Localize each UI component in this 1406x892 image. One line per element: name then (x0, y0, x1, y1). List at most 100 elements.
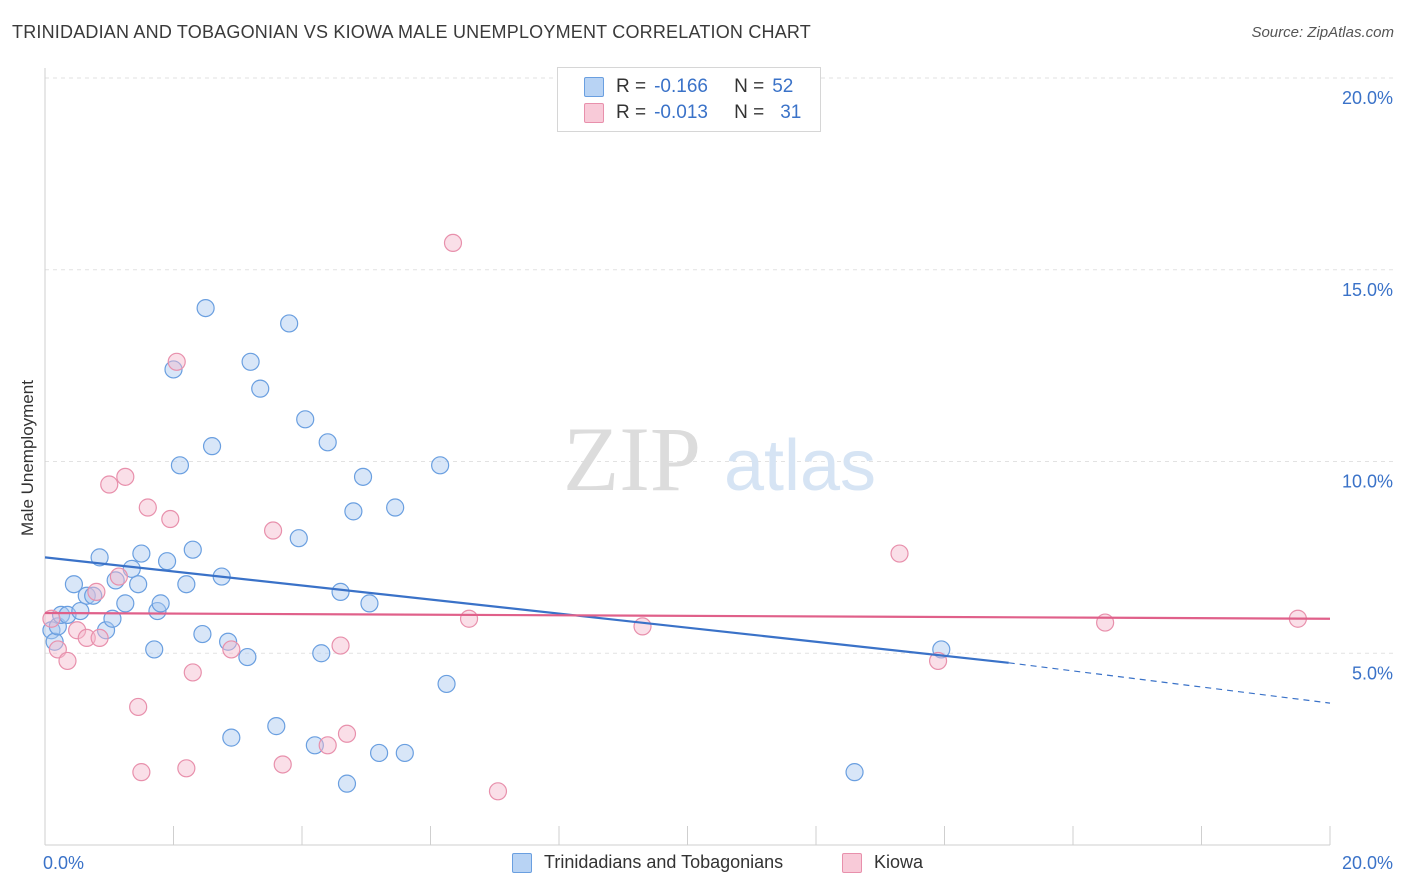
legend-r-label: R = (616, 102, 647, 123)
point-trinidadian (344, 502, 363, 521)
tick-labels: 5.0% 10.0% 15.0% 20.0% 0.0% 20.0% (43, 88, 1393, 873)
point-kiowa (129, 697, 148, 717)
legend-r-value: -0.013 (654, 102, 708, 123)
legend-n-label: N = (734, 76, 765, 97)
point-kiowa (273, 755, 292, 774)
point-trinidadian (193, 624, 212, 644)
point-trinidadian (170, 456, 190, 475)
point-trinidadian (267, 717, 286, 736)
y-tick-label: 10.0% (1342, 472, 1393, 492)
point-trinidadian (64, 575, 84, 594)
point-trinidadian (331, 582, 350, 601)
legend: R = -0.166 N = 52 R = -0.013 N = 31 (557, 67, 821, 132)
bottom-legend-swatch-blue (512, 852, 532, 873)
bottom-legend-series2: Kiowa (842, 852, 923, 873)
watermark-atlas: atlas (724, 426, 876, 506)
point-kiowa (109, 567, 128, 586)
point-kiowa (42, 609, 61, 628)
point-trinidadian (151, 594, 170, 613)
legend-n-label: N = (734, 102, 765, 123)
y-tick-label: 15.0% (1342, 280, 1393, 300)
legend-swatch-pink (584, 103, 604, 123)
point-kiowa (633, 617, 652, 636)
point-trinidadian (103, 609, 122, 628)
point-kiowa (68, 621, 87, 640)
chart-title: TRINIDADIAN AND TOBAGONIAN VS KIOWA MALE… (12, 22, 812, 42)
trend-lines (44, 556, 1331, 704)
source-label: Source: ZipAtlas.com (1251, 24, 1394, 41)
point-trinidadian (157, 552, 177, 571)
y-tick-label: 5.0% (1352, 663, 1393, 683)
point-kiowa (459, 609, 479, 628)
point-trinidadian (145, 640, 164, 659)
point-trinidadian (202, 437, 222, 456)
point-kiowa (222, 640, 241, 659)
point-trinidadian (71, 601, 90, 621)
point-trinidadian (90, 548, 109, 567)
point-kiowa (167, 352, 186, 371)
axes (44, 68, 1331, 846)
point-kiowa (132, 763, 151, 782)
point-kiowa (90, 628, 109, 648)
point-kiowa (138, 498, 157, 517)
bottom-legend-swatch-pink (842, 852, 862, 873)
legend-row-series2: R = -0.013 N = 31 (584, 101, 801, 125)
y-tick-label: 20.0% (1342, 88, 1393, 108)
bottom-legend-label-series2: Kiowa (874, 852, 924, 872)
bottom-legend-series1: Trinidadians and Tobagonians (512, 852, 783, 873)
legend-row-series1: R = -0.166 N = 52 (584, 75, 793, 99)
point-kiowa (177, 759, 196, 778)
point-trinidadian (77, 586, 96, 605)
point-kiowa (263, 521, 283, 540)
point-trinidadian (360, 594, 379, 613)
trend-line-trinidadian-extension (1008, 662, 1331, 704)
point-trinidadian (132, 544, 151, 563)
point-trinidadian (280, 314, 299, 333)
point-trinidadian (305, 736, 324, 755)
point-trinidadian (183, 540, 202, 559)
point-trinidadian (437, 674, 456, 694)
watermark: ZIP atlas (563, 408, 876, 510)
point-kiowa (116, 467, 135, 486)
point-trinidadian (386, 498, 405, 517)
point-trinidadian (318, 433, 337, 452)
point-trinidadian (238, 647, 257, 667)
point-trinidadian (845, 763, 864, 782)
point-kiowa (77, 628, 96, 648)
point-kiowa (443, 233, 463, 253)
y-axis-label: Male Unemployment (18, 380, 37, 536)
point-trinidadian (395, 743, 414, 763)
point-trinidadian (241, 352, 260, 371)
point-trinidadian (222, 728, 241, 747)
legend-r-value: -0.166 (654, 76, 708, 97)
watermark-zip: ZIP (563, 408, 701, 510)
x-tick-label: 20.0% (1342, 853, 1393, 873)
point-trinidadian (289, 529, 308, 548)
point-kiowa (100, 475, 119, 494)
point-kiowa (161, 509, 180, 529)
trend-line-kiowa (44, 611, 1331, 620)
point-kiowa (337, 724, 357, 743)
point-kiowa (183, 663, 202, 682)
point-trinidadian (932, 640, 951, 659)
point-trinidadian (312, 644, 331, 663)
legend-n-value: 31 (780, 102, 802, 123)
point-trinidadian (251, 379, 270, 398)
point-kiowa (890, 544, 909, 563)
point-trinidadian (431, 456, 450, 475)
x-tick-label: 0.0% (43, 853, 84, 873)
point-trinidadian (196, 299, 215, 318)
legend-swatch-blue (584, 77, 604, 97)
point-kiowa (488, 782, 508, 801)
point-kiowa (87, 582, 106, 601)
point-trinidadian (370, 743, 389, 763)
point-trinidadian (337, 774, 357, 793)
point-trinidadian (129, 575, 148, 594)
legend-r-label: R = (616, 76, 647, 97)
trend-line-trinidadian (44, 556, 1009, 664)
point-kiowa (58, 651, 77, 671)
point-trinidadian (296, 410, 315, 429)
point-trinidadian (177, 575, 196, 594)
legend-n-value: 52 (772, 76, 794, 97)
